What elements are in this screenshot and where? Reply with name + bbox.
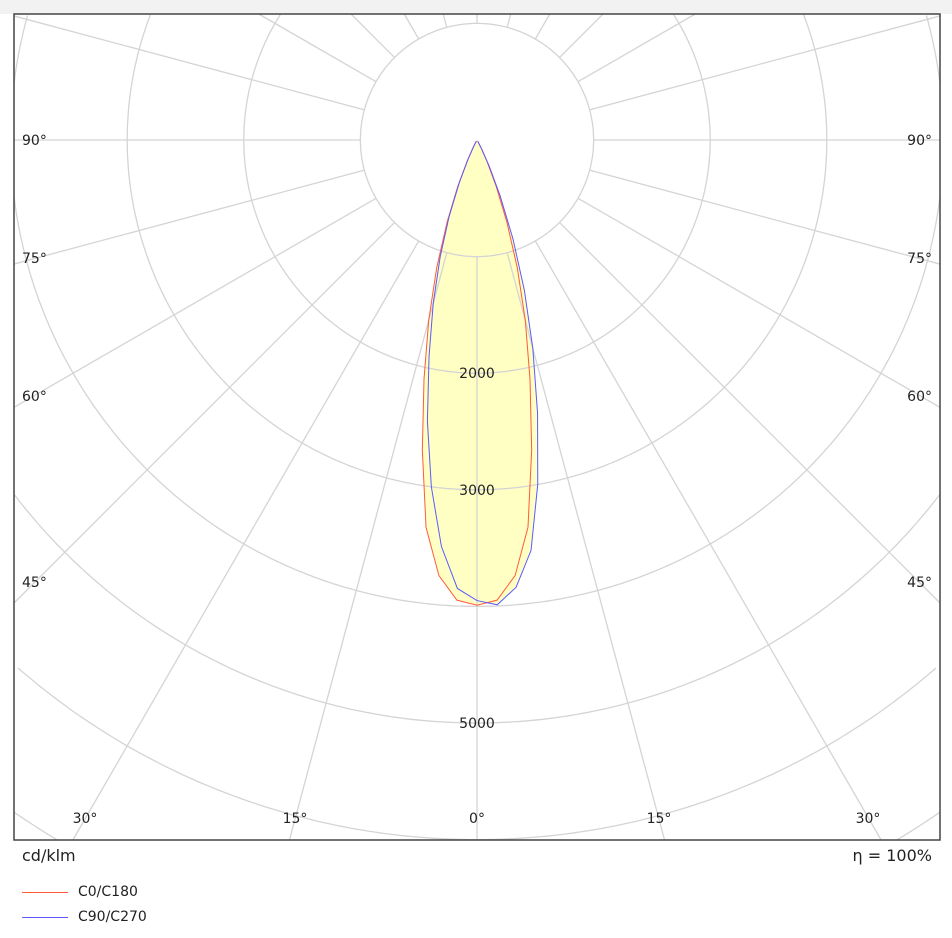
angle-label-right: 60° — [907, 389, 932, 405]
grid-spoke — [589, 15, 941, 111]
angle-label-left: 90° — [22, 133, 47, 149]
grid-spoke — [577, 197, 941, 408]
efficiency-label: η = 100% — [852, 846, 932, 865]
grid-spoke — [13, 221, 396, 604]
angle-label-right: 75° — [907, 251, 932, 267]
grid-spoke — [288, 252, 448, 841]
angle-label-left: 75° — [22, 251, 47, 267]
grid-circle — [13, 494, 941, 724]
grid-circle — [13, 15, 941, 608]
grid-spoke — [558, 13, 604, 59]
grid-spoke — [350, 13, 396, 59]
grid-spoke — [258, 13, 377, 83]
radial-tick-label: 2000 — [459, 366, 495, 382]
angle-label-bottom: 30° — [856, 811, 881, 827]
plot-frame — [13, 13, 941, 841]
grid-spoke — [13, 169, 365, 265]
angle-label-bottom: 0° — [469, 811, 485, 827]
radial-tick-label: 3000 — [459, 483, 495, 499]
legend-label-c0: C0/C180 — [78, 884, 138, 900]
legend-swatch-c90 — [22, 917, 68, 918]
unit-label: cd/klm — [22, 846, 76, 865]
grid-spoke — [506, 13, 512, 28]
grid-spoke — [403, 13, 420, 40]
grid-spoke — [72, 240, 420, 841]
radial-tick-label: 5000 — [459, 716, 495, 732]
grid-circle — [17, 667, 937, 841]
grid-spoke — [534, 240, 882, 841]
angle-label-left: 60° — [22, 389, 47, 405]
grid-spoke — [534, 13, 551, 40]
grid-spoke — [558, 221, 941, 604]
plot-area: 2000 3000 5000 90° 90° 75° 75° 60° 60° 45° 45° 30° 1… — [13, 13, 941, 841]
legend-label-c90: C90/C270 — [78, 909, 147, 925]
grid-spoke — [13, 15, 365, 111]
top-band — [0, 0, 952, 14]
angle-label-bottom: 30° — [73, 811, 98, 827]
grid-circle — [243, 14, 711, 374]
angle-label-right: 90° — [907, 133, 932, 149]
legend-swatch-c0 — [22, 892, 68, 893]
angle-label-left: 45° — [22, 575, 47, 591]
grid-circle — [126, 14, 828, 491]
angle-label-bottom: 15° — [647, 811, 672, 827]
grid-spoke — [577, 13, 696, 83]
grid-spoke — [442, 13, 448, 28]
grid-spoke — [13, 197, 377, 408]
grid-circle — [14, 812, 940, 841]
angle-label-bottom: 15° — [283, 811, 308, 827]
grid-spoke — [589, 169, 941, 265]
angle-label-right: 45° — [907, 575, 932, 591]
